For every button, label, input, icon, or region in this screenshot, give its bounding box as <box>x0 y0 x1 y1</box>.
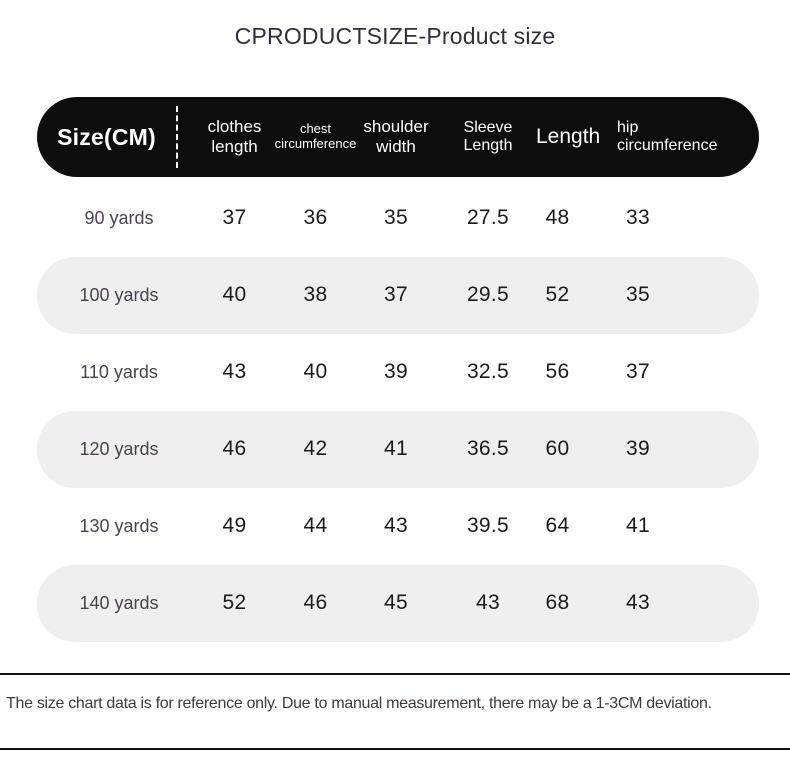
value-cell: 43 <box>476 591 500 615</box>
value-cell: 35 <box>384 206 408 230</box>
value-cell: 43 <box>222 360 247 384</box>
value-cell: 36 <box>303 206 328 230</box>
value-cell: 39.5 <box>466 514 510 538</box>
value-cell: 33 <box>626 206 650 230</box>
value-cell: 41 <box>384 437 408 461</box>
value-cell: 27.5 <box>466 206 510 230</box>
divider-line-bottom <box>0 748 790 750</box>
table-row: 110 yards 43 40 39 32.5 56 37 <box>37 334 759 411</box>
value-cell: 46 <box>303 591 328 615</box>
value-cell: 60 <box>545 437 570 461</box>
value-cell: 44 <box>303 514 328 538</box>
value-cell: 29.5 <box>466 283 510 307</box>
size-cell: 130 yards <box>79 516 159 537</box>
value-cell: 39 <box>626 437 650 461</box>
value-cell: 45 <box>384 591 408 615</box>
divider-line-top <box>0 673 790 675</box>
table-row: 130 yards 49 44 43 39.5 64 41 <box>37 488 759 565</box>
header-dashed-divider <box>176 106 178 168</box>
value-cell: 39 <box>384 360 408 384</box>
value-cell: 37 <box>626 360 650 384</box>
value-cell: 43 <box>626 591 650 615</box>
size-cell: 120 yards <box>79 439 159 460</box>
value-cell: 64 <box>545 514 570 538</box>
value-cell: 48 <box>545 206 570 230</box>
col-header-shoulder-width: shoulder width <box>363 117 429 156</box>
size-cell: 110 yards <box>80 362 158 383</box>
value-cell: 68 <box>545 591 570 615</box>
size-table: Size(CM) clothes length chest circumfere… <box>37 97 759 642</box>
col-header-length: Length <box>536 124 601 148</box>
value-cell: 46 <box>222 437 247 461</box>
value-cell: 35 <box>626 283 650 307</box>
value-cell: 41 <box>626 514 650 538</box>
table-row: 120 yards 46 42 41 36.5 60 39 <box>37 411 759 488</box>
col-header-chest-circumference: chest circumference <box>274 121 357 151</box>
size-cell: 140 yards <box>79 593 159 614</box>
value-cell: 40 <box>222 283 247 307</box>
footer-note: The size chart data is for reference onl… <box>6 695 712 712</box>
value-cell: 43 <box>384 514 408 538</box>
value-cell: 37 <box>384 283 408 307</box>
table-row: 140 yards 52 46 45 43 68 43 <box>37 565 759 642</box>
value-cell: 37 <box>222 206 247 230</box>
col-header-size: Size(CM) <box>57 123 156 150</box>
col-header-sleeve-length: Sleeve Length <box>463 118 513 154</box>
col-header-hip-circumference: hip circumference <box>617 118 718 154</box>
table-row: 100 yards 40 38 37 29.5 52 35 <box>37 257 759 334</box>
value-cell: 52 <box>222 591 247 615</box>
value-cell: 52 <box>545 283 570 307</box>
value-cell: 40 <box>303 360 328 384</box>
value-cell: 49 <box>222 514 247 538</box>
value-cell: 42 <box>303 437 328 461</box>
table-header: Size(CM) clothes length chest circumfere… <box>37 97 759 177</box>
page-title: CPRODUCTSIZE-Product size <box>234 23 556 49</box>
value-cell: 32.5 <box>466 360 510 384</box>
value-cell: 38 <box>303 283 328 307</box>
value-cell: 56 <box>545 360 570 384</box>
size-cell: 100 yards <box>79 285 159 306</box>
size-cell: 90 yards <box>84 208 154 229</box>
table-row: 90 yards 37 36 35 27.5 48 33 <box>37 180 759 257</box>
value-cell: 36.5 <box>466 437 510 461</box>
col-header-clothes-length: clothes length <box>207 117 262 156</box>
